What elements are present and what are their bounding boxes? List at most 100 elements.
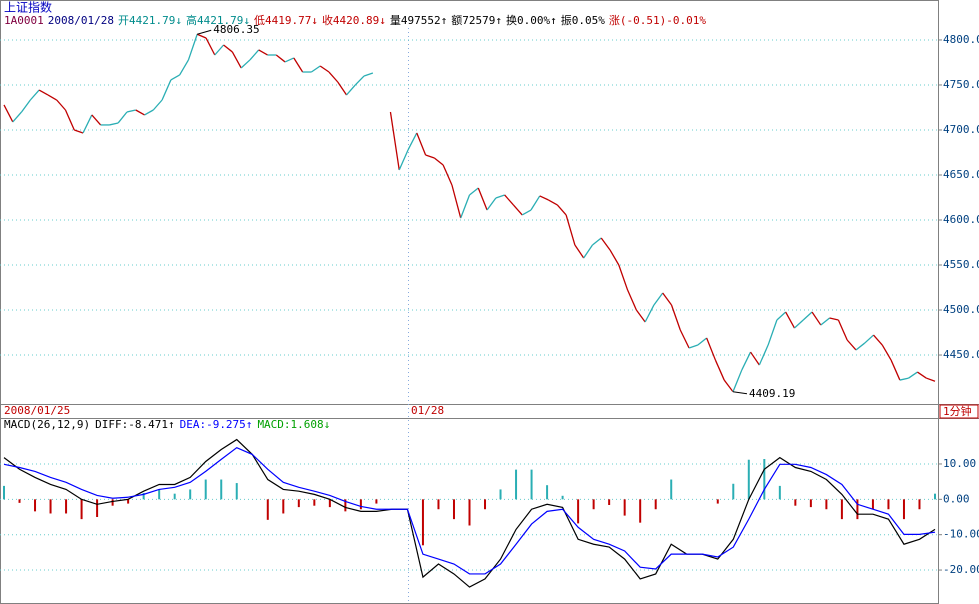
price-segment bbox=[714, 359, 725, 381]
price-segment bbox=[258, 49, 268, 56]
price-segment bbox=[530, 195, 541, 211]
price-segment bbox=[864, 334, 874, 344]
legend-entry: MACD:1.608↓ bbox=[257, 418, 330, 431]
price-segment bbox=[56, 99, 66, 111]
price-segment bbox=[214, 44, 225, 56]
price-segment bbox=[126, 109, 136, 113]
price-segment bbox=[917, 371, 927, 379]
legend-entry: DEA:-9.275↑ bbox=[180, 418, 253, 431]
price-segment bbox=[548, 199, 558, 206]
price-segment bbox=[653, 292, 664, 306]
price-segment bbox=[91, 114, 102, 126]
macd-line bbox=[3, 447, 936, 575]
price-segment bbox=[477, 187, 488, 211]
price-segment bbox=[249, 49, 260, 61]
price-segment bbox=[328, 71, 339, 83]
price-segment bbox=[117, 111, 128, 124]
price-segment bbox=[460, 194, 471, 219]
price-segment bbox=[284, 57, 295, 63]
y-tick-label: 4550.00 bbox=[943, 258, 979, 271]
annotation: 4806.35 bbox=[213, 23, 259, 36]
price-segment bbox=[47, 94, 58, 101]
quote-field: 额72579↑ bbox=[451, 14, 502, 27]
price-segment bbox=[64, 109, 75, 131]
price-segment bbox=[767, 319, 778, 346]
price-segment bbox=[495, 194, 505, 199]
price-segment bbox=[240, 59, 251, 69]
price-segment bbox=[855, 342, 866, 351]
price-segment bbox=[776, 311, 787, 321]
quote-field: 高4421.79↓ bbox=[186, 13, 250, 27]
price-segment bbox=[346, 84, 356, 96]
price-segment bbox=[469, 187, 479, 196]
price-segment bbox=[21, 99, 31, 113]
price-segment bbox=[179, 59, 190, 76]
price-segment bbox=[319, 65, 330, 73]
price-segment bbox=[486, 197, 497, 211]
quote-field: 1A0001 bbox=[4, 14, 44, 27]
price-segment bbox=[618, 264, 629, 291]
annotation-leader bbox=[732, 391, 748, 395]
price-segment bbox=[556, 204, 567, 216]
price-segment bbox=[846, 339, 857, 351]
price-segment bbox=[670, 304, 681, 331]
price-segment bbox=[170, 74, 180, 81]
x-label: 01/28 bbox=[411, 404, 444, 417]
price-segment bbox=[565, 214, 576, 246]
price-segment bbox=[732, 369, 743, 393]
price-segment bbox=[521, 209, 532, 216]
price-segment bbox=[363, 72, 374, 77]
price-segment bbox=[873, 334, 883, 346]
price-segment bbox=[741, 351, 752, 371]
quote-field: 振0.05% bbox=[561, 13, 605, 27]
price-segment bbox=[635, 309, 646, 323]
security-name: 上证指数 bbox=[4, 0, 52, 15]
price-segment bbox=[407, 132, 418, 151]
price-segment bbox=[416, 132, 427, 156]
price-segment bbox=[196, 33, 207, 39]
price-segment bbox=[354, 75, 365, 86]
quote-field: 换0.00%↑ bbox=[506, 13, 557, 27]
price-segment bbox=[908, 371, 918, 379]
legend: MACD(26,12,9) DIFF:-8.471↑ DEA:-9.275↑ MACD… bbox=[4, 418, 330, 431]
period-box bbox=[939, 404, 979, 419]
y-tick-label: -10.00 bbox=[943, 528, 979, 541]
price-segment bbox=[74, 129, 84, 134]
price-segment bbox=[829, 317, 839, 321]
price-segment bbox=[644, 304, 655, 323]
price-segment bbox=[626, 289, 637, 311]
price-segment bbox=[899, 377, 909, 381]
price-segment bbox=[583, 244, 594, 259]
price-segment bbox=[592, 237, 602, 246]
price-segment bbox=[187, 34, 198, 61]
price-segment bbox=[837, 319, 848, 341]
price-segment bbox=[29, 89, 40, 101]
price-segment bbox=[3, 104, 14, 123]
price-segment bbox=[600, 237, 611, 251]
price-segment bbox=[539, 195, 549, 201]
y-tick-label: 4700.00 bbox=[943, 123, 979, 136]
price-segment bbox=[811, 311, 822, 326]
price-segment bbox=[82, 114, 93, 134]
price-segment bbox=[152, 99, 163, 111]
price-segment bbox=[925, 377, 936, 382]
price-segment bbox=[205, 37, 216, 56]
quote-line: 1A0001 2008/01/28 开4421.79↓ 高4421.79↓ 低4419.… bbox=[4, 13, 706, 27]
y-tick-label: 0.00 bbox=[943, 492, 970, 505]
price-segment bbox=[688, 344, 699, 349]
price-segment bbox=[144, 109, 154, 116]
price-segment bbox=[275, 54, 286, 63]
price-segment bbox=[433, 157, 444, 166]
price-segment bbox=[389, 111, 400, 171]
price-segment bbox=[750, 351, 760, 366]
price-segment bbox=[574, 244, 585, 259]
price-segment bbox=[706, 337, 717, 361]
price-segment bbox=[135, 109, 145, 116]
price-segment bbox=[337, 81, 348, 96]
price-segment bbox=[679, 329, 690, 349]
price-segment bbox=[820, 317, 831, 326]
price-segment bbox=[802, 311, 813, 321]
price-segment bbox=[311, 65, 321, 73]
